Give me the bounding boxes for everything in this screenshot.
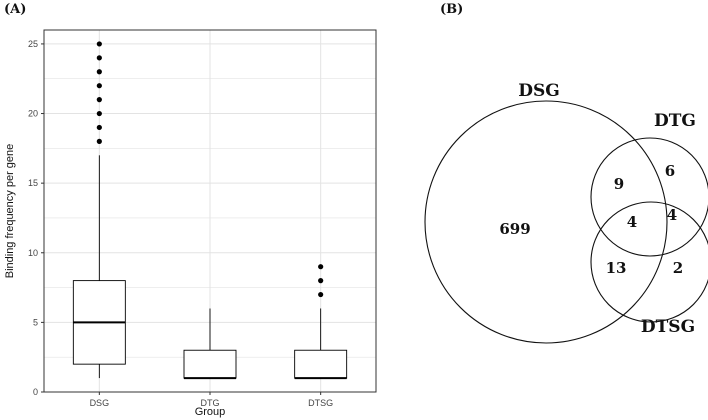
x-tick-label: DSG bbox=[90, 398, 110, 408]
iqr-box bbox=[294, 349, 348, 379]
venn-circle-dtsg bbox=[590, 201, 708, 323]
region-count-dsg: 699 bbox=[499, 220, 530, 238]
outlier-point bbox=[318, 264, 324, 270]
plot-frame bbox=[43, 29, 377, 393]
boxplot-chart: 0 5 10 15 20 25 DSG DTG DTSG Group Binding frequen… bbox=[4, 29, 377, 418]
region-count-dsg-dtg-dtsg: 4 bbox=[627, 213, 637, 231]
panel-a-label: (A) bbox=[4, 2, 27, 17]
x-tick-label: DTG bbox=[201, 398, 220, 408]
box-dsg bbox=[72, 41, 126, 379]
region-count-dsg-dtsg: 13 bbox=[606, 259, 627, 277]
region-count-dtg: 6 bbox=[665, 162, 675, 180]
venn-circle-dsg bbox=[424, 100, 668, 344]
y-tick-label: 25 bbox=[28, 39, 38, 49]
outlier-point bbox=[318, 291, 324, 298]
outlier-point bbox=[318, 278, 324, 284]
venn-diagram: DSG DTG DTSG 699 9 6 4 4 13 2 bbox=[424, 81, 708, 344]
outlier-point bbox=[96, 138, 102, 144]
box-dtsg bbox=[294, 264, 348, 380]
region-count-dtg-dtsg: 4 bbox=[667, 206, 677, 224]
set-label-dsg: DSG bbox=[518, 81, 560, 101]
region-count-dsg-dtg: 9 bbox=[614, 175, 624, 193]
panel-b-label: (B) bbox=[440, 2, 464, 17]
outlier-point bbox=[96, 97, 102, 103]
x-axis-title: Group bbox=[195, 406, 226, 418]
iqr-box bbox=[183, 349, 237, 379]
y-tick-label: 20 bbox=[28, 109, 38, 119]
set-label-dtg: DTG bbox=[654, 111, 696, 131]
outlier-point bbox=[96, 69, 102, 75]
y-tick-label: 10 bbox=[28, 248, 38, 258]
outlier-point bbox=[96, 55, 102, 61]
outlier-point bbox=[96, 41, 102, 47]
outlier-point bbox=[96, 83, 102, 89]
x-tick-label: DTSG bbox=[308, 398, 333, 408]
y-tick-label: 5 bbox=[33, 317, 38, 327]
y-axis-title: Binding frequency per gene bbox=[4, 144, 16, 279]
outlier-point bbox=[96, 124, 102, 131]
box-dtg bbox=[183, 308, 237, 380]
venn-circle-dtg bbox=[590, 137, 708, 257]
region-count-dtsg: 2 bbox=[673, 259, 683, 277]
y-tick-label: 0 bbox=[33, 387, 38, 397]
set-label-dtsg: DTSG bbox=[641, 317, 695, 337]
outlier-point bbox=[96, 110, 102, 117]
y-tick-label: 15 bbox=[28, 178, 38, 188]
